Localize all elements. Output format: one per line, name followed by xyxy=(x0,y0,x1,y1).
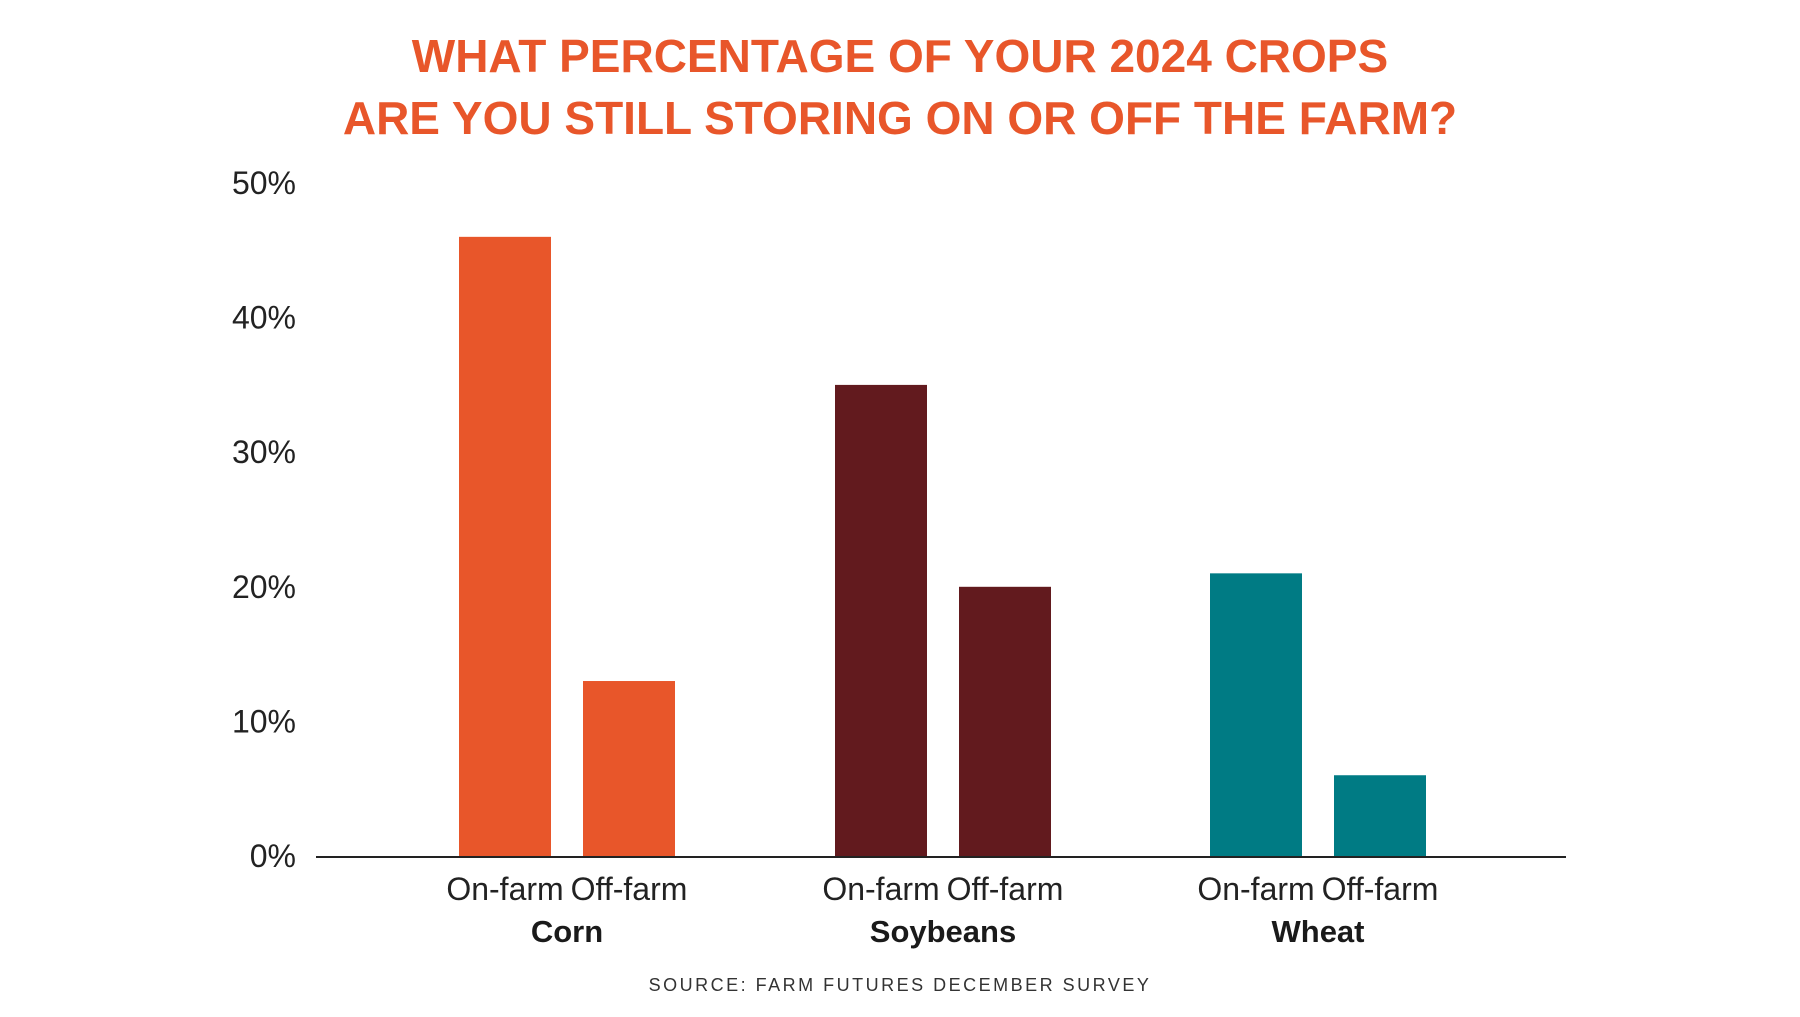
y-axis-ticks: 0% 10% 20% 30% 40% 50% xyxy=(232,165,296,874)
x-sublabel: Off-farm xyxy=(1322,871,1439,907)
bar-corn-off-farm xyxy=(583,681,675,856)
chart-title-line-2: ARE YOU STILL STORING ON OR OFF THE FARM… xyxy=(343,92,1457,144)
source-note: SOURCE: FARM FUTURES DECEMBER SURVEY xyxy=(649,975,1152,995)
chart-title: WHAT PERCENTAGE OF YOUR 2024 CROPS ARE Y… xyxy=(343,30,1457,144)
y-tick-label: 40% xyxy=(232,300,296,336)
bar-wheat-off-farm xyxy=(1334,775,1426,856)
chart-title-line-1: WHAT PERCENTAGE OF YOUR 2024 CROPS xyxy=(412,30,1388,82)
bar-soybeans-on-farm xyxy=(835,384,927,856)
y-tick-label: 20% xyxy=(232,569,296,605)
x-sublabel: Off-farm xyxy=(947,871,1064,907)
x-sublabel: On-farm xyxy=(822,871,939,907)
x-category-label: Soybeans xyxy=(870,914,1016,949)
x-category-label: Corn xyxy=(531,914,603,949)
y-tick-label: 30% xyxy=(232,434,296,470)
bar-wheat-on-farm xyxy=(1210,573,1302,856)
x-sublabel: Off-farm xyxy=(571,871,688,907)
y-tick-label: 10% xyxy=(232,703,296,739)
y-tick-label: 50% xyxy=(232,165,296,201)
bar-corn-on-farm xyxy=(459,236,551,857)
bars xyxy=(459,236,1426,857)
x-sublabel: On-farm xyxy=(446,871,563,907)
y-tick-label: 0% xyxy=(250,838,296,874)
x-sublabel: On-farm xyxy=(1197,871,1314,907)
x-category-label: Wheat xyxy=(1272,914,1365,949)
bar-soybeans-off-farm xyxy=(959,586,1051,856)
